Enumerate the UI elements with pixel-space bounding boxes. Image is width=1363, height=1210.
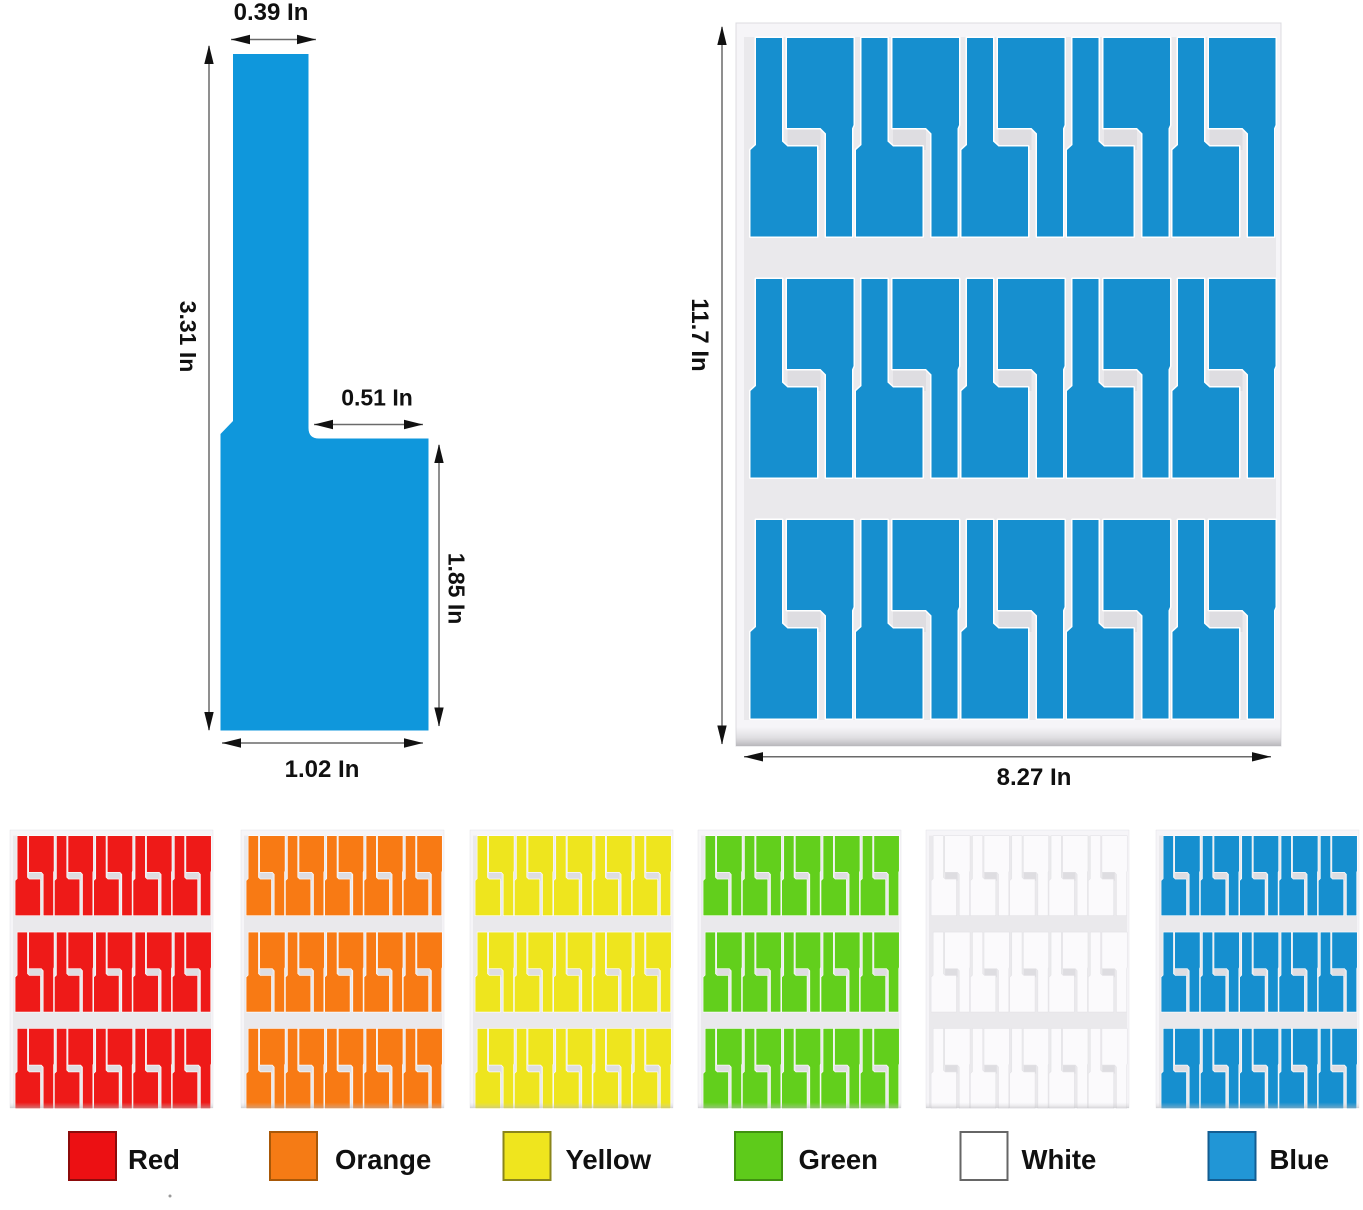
svg-text:3.31 In: 3.31 In <box>175 301 201 373</box>
svg-text:8.27 In: 8.27 In <box>997 764 1072 791</box>
svg-text:1.02 In: 1.02 In <box>285 756 360 783</box>
svg-text:1.85 In: 1.85 In <box>444 553 470 625</box>
svg-text:Red: Red <box>128 1144 180 1175</box>
svg-text:White: White <box>1022 1144 1097 1175</box>
svg-text:Yellow: Yellow <box>566 1144 652 1175</box>
svg-text:Orange: Orange <box>335 1144 431 1175</box>
svg-text:11.7 In: 11.7 In <box>686 298 713 371</box>
svg-text:Blue: Blue <box>1270 1144 1330 1175</box>
svg-text:Green: Green <box>799 1144 878 1175</box>
svg-text:0.51 In: 0.51 In <box>341 385 413 411</box>
svg-text:0.39 In: 0.39 In <box>234 0 309 26</box>
